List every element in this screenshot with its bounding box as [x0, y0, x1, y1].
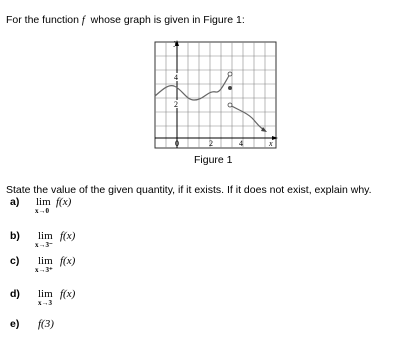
question-label: e): [10, 318, 20, 330]
expression: f(x): [60, 230, 76, 242]
x-axis-label: x: [268, 139, 273, 148]
question-label: c): [10, 255, 20, 267]
x-tick-label: 4: [239, 139, 243, 148]
question: b) lim x→3⁻ f(x): [10, 230, 110, 254]
question-label: b): [10, 230, 20, 242]
limit-subscript: x→3⁻: [35, 241, 53, 249]
intro: For the function f whose graph is given …: [6, 14, 245, 26]
question-label: a): [10, 196, 20, 208]
limit-word: lim: [38, 288, 53, 300]
intro-var: f: [81, 15, 85, 26]
y-axis-label: y: [173, 38, 178, 47]
x-tick-label: 0: [175, 139, 179, 148]
limit-word: lim: [38, 230, 53, 242]
expression: f(x): [60, 288, 76, 300]
expression: f(x): [56, 196, 72, 208]
limit-word: lim: [38, 255, 53, 267]
question: e) f(3): [10, 318, 110, 334]
limit-word: lim: [36, 196, 51, 208]
x-tick-label: 2: [209, 139, 213, 148]
intro-before: For the function: [6, 14, 79, 26]
y-tick-label: 4: [174, 73, 178, 82]
figure-caption: Figure 1: [194, 154, 233, 166]
intro-after: whose graph is given in Figure 1:: [90, 14, 245, 26]
question-label: d): [10, 288, 20, 300]
figure-graph: y x 4 2 0 2 4: [154, 38, 278, 149]
question: a) lim x→0 f(x): [10, 196, 110, 220]
y-tick-label: 2: [174, 100, 178, 109]
limit-subscript: x→3: [38, 299, 52, 307]
limit-subscript: x→0: [35, 207, 49, 215]
question: c) lim x→3⁺ f(x): [10, 255, 110, 279]
expression: f(3): [38, 318, 54, 330]
question: d) lim x→3 f(x): [10, 288, 110, 312]
limit-subscript: x→3⁺: [35, 266, 53, 274]
expression: f(x): [60, 255, 76, 267]
instruction: State the value of the given quantity, i…: [6, 184, 372, 196]
